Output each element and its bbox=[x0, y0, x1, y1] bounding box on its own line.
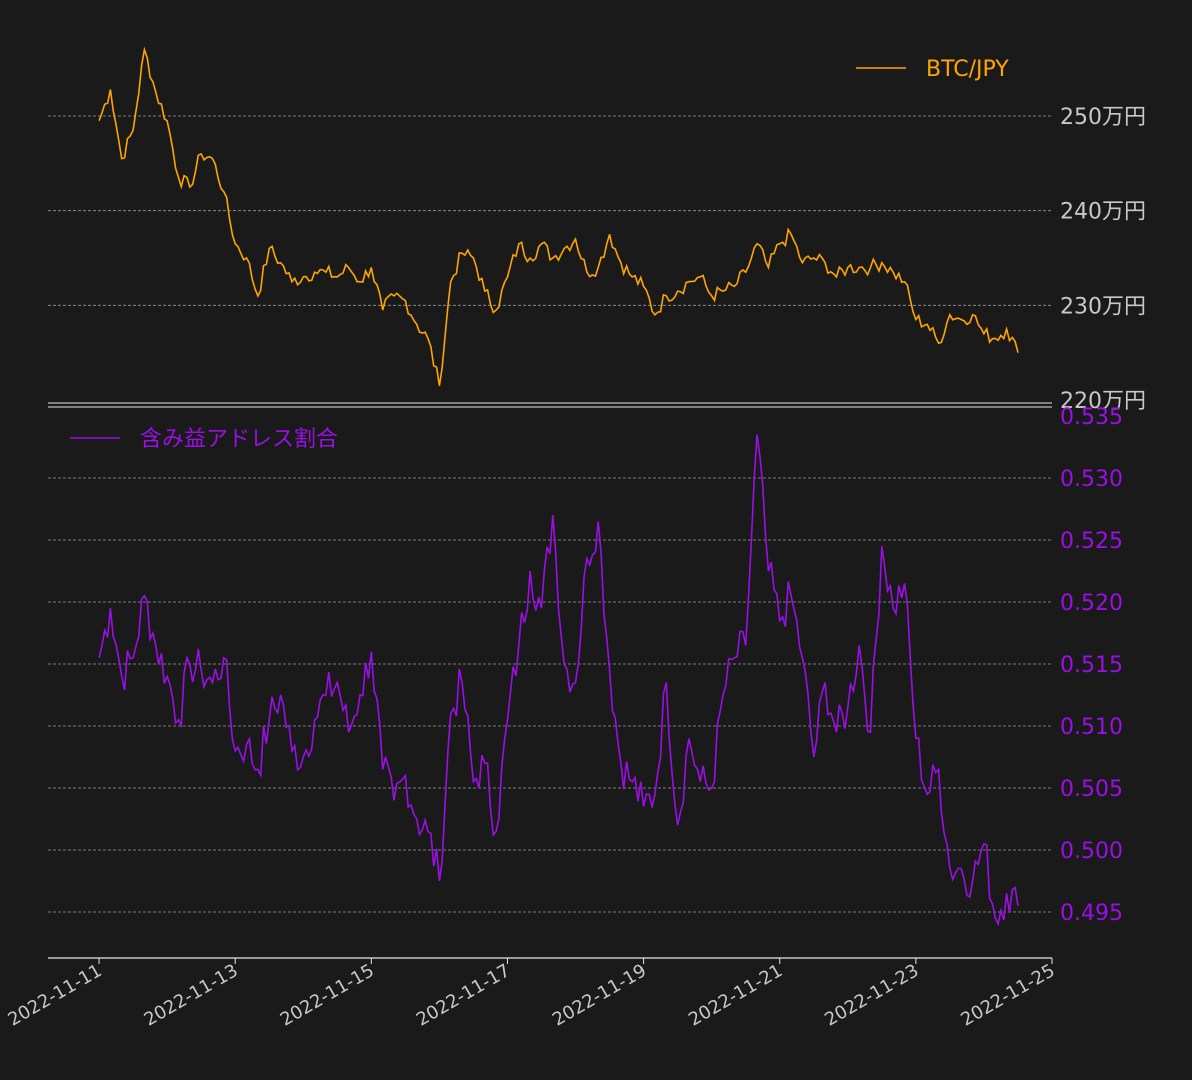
ratio-series-line bbox=[98, 434, 1019, 927]
ratio-y-tick-label: 0.525 bbox=[1060, 529, 1123, 554]
ratio-y-tick-label: 0.500 bbox=[1060, 839, 1123, 864]
ratio-y-tick-label: 0.535 bbox=[1060, 405, 1123, 430]
btc-y-tick-label: 230万円 bbox=[1060, 294, 1146, 319]
ratio-y-tick-label: 0.515 bbox=[1060, 653, 1123, 678]
btc-y-tick-labels: 220万円 230万円 240万円 250万円 bbox=[1060, 105, 1146, 414]
btc-y-tick-label: 220万円 bbox=[1060, 389, 1146, 414]
ratio-y-tick-label: 0.510 bbox=[1060, 715, 1123, 740]
btc-series-line bbox=[98, 46, 1019, 386]
ratio-gridlines bbox=[48, 477, 1052, 913]
btc-legend: BTC/JPY bbox=[856, 57, 1009, 82]
ratio-legend: 含み益アドレス割合 bbox=[70, 427, 338, 452]
btc-legend-label: BTC/JPY bbox=[926, 57, 1009, 82]
btc-y-tick-label: 240万円 bbox=[1060, 200, 1146, 225]
btc-gridlines bbox=[48, 115, 1052, 306]
ratio-y-tick-label: 0.520 bbox=[1060, 591, 1123, 616]
ratio-y-tick-labels: 0.495 0.500 0.505 0.510 0.515 0.520 0.525 0.530… bbox=[1060, 405, 1123, 926]
btc-y-tick-label: 250万円 bbox=[1060, 105, 1146, 130]
ratio-y-tick-label: 0.505 bbox=[1060, 777, 1123, 802]
ratio-legend-label: 含み益アドレス割合 bbox=[140, 427, 338, 452]
ratio-y-tick-label: 0.530 bbox=[1060, 467, 1123, 492]
ratio-y-tick-label: 0.495 bbox=[1060, 901, 1123, 926]
